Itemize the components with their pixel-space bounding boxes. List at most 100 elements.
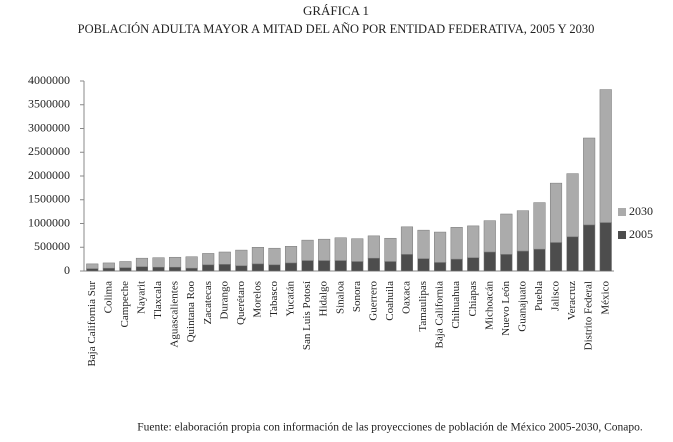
- bar-segment: [467, 257, 480, 272]
- x-tick-label: San Luis Potosí: [301, 281, 313, 350]
- bar-segment: [533, 202, 546, 250]
- bar-segment: [417, 229, 430, 259]
- legend-swatch: [618, 208, 626, 216]
- bar-segment: [102, 262, 115, 269]
- bar-segment: [434, 231, 447, 263]
- x-tick-label: Quintana Roo: [185, 281, 197, 343]
- bar-segment: [516, 210, 529, 252]
- bar-segment: [500, 254, 513, 272]
- bar-segment: [483, 220, 496, 253]
- bar-segment: [318, 238, 331, 261]
- x-tick-label: Querétaro: [235, 281, 247, 325]
- bar-segment: [135, 266, 149, 272]
- bar-segment: [185, 267, 198, 272]
- bar-segment: [351, 261, 364, 272]
- bar-segment: [169, 266, 182, 272]
- x-tick-label: Puebla: [533, 281, 545, 311]
- x-tick-label: Durango: [218, 281, 230, 320]
- x-tick-label: Morelos: [251, 281, 263, 318]
- x-tick-label: Baja California Sur: [86, 281, 98, 367]
- bar-segment: [301, 260, 314, 272]
- x-tick-label: Nayarit: [136, 281, 148, 314]
- bar-segment: [284, 262, 298, 272]
- x-tick-label: Coahuila: [384, 281, 396, 321]
- bar-segment: [450, 258, 463, 272]
- bar-segment: [185, 256, 198, 269]
- bar-segment: [384, 237, 397, 262]
- x-tick-label: Guanajuato: [516, 281, 528, 332]
- x-tick-label: Colima: [102, 281, 114, 314]
- bar-segment: [566, 173, 579, 238]
- bar-segment: [218, 264, 231, 272]
- x-tick-label: Veracruz: [566, 281, 578, 320]
- x-tick-label: Hidalgo: [318, 281, 330, 317]
- x-tick-label: México: [599, 281, 611, 315]
- bar-segment: [235, 249, 248, 267]
- bar-segment: [417, 258, 430, 272]
- bar-segment: [566, 236, 579, 272]
- bar-segment: [450, 227, 463, 260]
- bar-segment: [334, 237, 347, 261]
- bar-segment: [86, 263, 99, 269]
- x-tick-label: Distrito Federal: [583, 281, 595, 350]
- bar-segment: [434, 262, 447, 272]
- bar-segment: [483, 251, 496, 272]
- y-tick-label: 2000000: [28, 168, 70, 182]
- bar-segment: [251, 247, 264, 265]
- x-tick-label: Sinaloa: [334, 281, 346, 314]
- x-tick-label: Yucatán: [285, 281, 297, 317]
- bar-segment: [152, 257, 165, 268]
- bar-segment: [384, 261, 397, 272]
- bar-segment: [301, 239, 314, 261]
- x-tick-label: Guerrero: [367, 281, 379, 321]
- x-tick-label: Sonora: [351, 281, 363, 312]
- bar-segment: [533, 248, 546, 272]
- bar-segment: [516, 250, 529, 272]
- bar-segment: [367, 257, 380, 272]
- bar-segment: [119, 261, 132, 268]
- bar-segment: [400, 226, 414, 255]
- legend-label: 2005: [629, 227, 653, 241]
- y-tick-label: 0: [64, 263, 70, 277]
- legend-swatch: [618, 231, 626, 239]
- x-tick-label: Tabasco: [268, 281, 280, 317]
- x-tick-label: Tlaxcala: [152, 281, 164, 319]
- y-tick-label: 1000000: [28, 215, 70, 229]
- bar-segment: [268, 247, 281, 266]
- x-tick-label: Michoacán: [483, 281, 495, 330]
- bar-segment: [549, 242, 563, 272]
- bar-segment: [318, 260, 331, 272]
- chart-subtitle: POBLACIÓN ADULTA MAYOR A MITAD DEL AÑO P…: [78, 22, 595, 36]
- x-tick-label: Nuevo León: [500, 281, 512, 336]
- legend-label: 2030: [629, 204, 653, 218]
- x-tick-label: Jalisco: [550, 281, 562, 311]
- y-tick-label: 4000000: [28, 73, 70, 87]
- bar-segment: [218, 251, 231, 265]
- bar-segment: [334, 260, 347, 272]
- bar-segment: [152, 266, 165, 272]
- y-tick-label: 500000: [34, 239, 70, 253]
- x-tick-label: Chiapas: [467, 281, 479, 316]
- source-note: Fuente: elaboración propia con informaci…: [137, 422, 643, 434]
- bar-segment: [367, 235, 380, 259]
- bar-segment: [119, 267, 132, 272]
- bar-segment: [202, 264, 215, 272]
- bar-segment: [284, 246, 298, 264]
- bar-segment: [202, 253, 215, 266]
- y-tick-label: 3000000: [28, 120, 70, 134]
- bar-segment: [268, 264, 281, 272]
- y-tick-label: 3500000: [28, 97, 70, 111]
- bar-segment: [599, 89, 612, 223]
- bar-segment: [102, 267, 115, 272]
- chart-title: GRÁFICA 1: [303, 3, 369, 18]
- x-tick-label: Tamaulipas: [417, 281, 429, 332]
- bar-segment: [235, 265, 248, 272]
- bar-segment: [251, 263, 264, 272]
- bar-segment: [135, 257, 149, 267]
- x-tick-label: Oaxaca: [401, 281, 413, 314]
- bar-segment: [169, 256, 182, 268]
- bar-segment: [467, 225, 480, 258]
- x-tick-label: Campeche: [119, 281, 131, 328]
- x-tick-label: Baja California: [434, 281, 446, 349]
